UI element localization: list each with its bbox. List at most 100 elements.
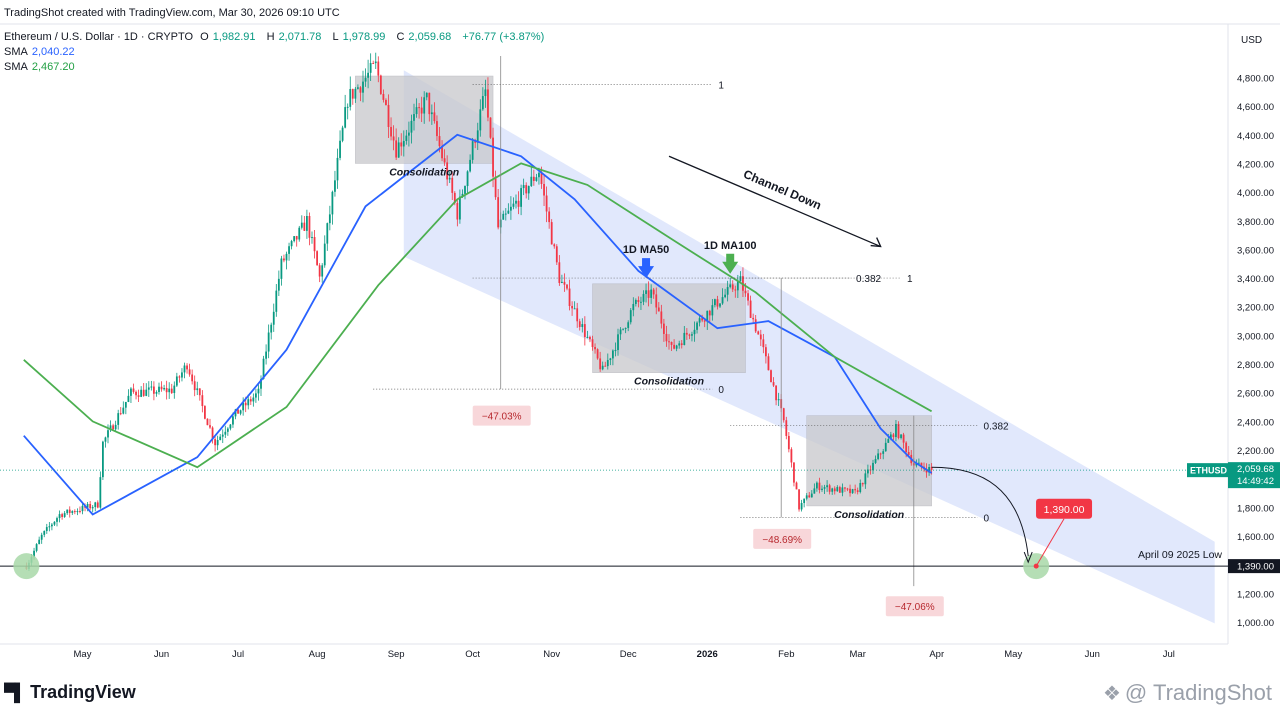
candle-body (481, 96, 484, 110)
fib-level-label: 1 (718, 81, 724, 92)
candle-body (79, 511, 81, 513)
y-tick-label: 1,200.00 (1237, 589, 1274, 600)
candle-body (385, 99, 387, 105)
candle-body (107, 430, 109, 438)
y-tick-label: 1,600.00 (1237, 532, 1274, 543)
candle-body (178, 376, 181, 378)
candle-body (155, 391, 158, 394)
target-price-tag (1228, 559, 1280, 574)
candle-body (216, 439, 219, 446)
candle-body (94, 502, 97, 508)
candle-body (255, 393, 257, 398)
last-price-tag (1228, 462, 1280, 489)
candle-body (520, 188, 522, 207)
candle-body (670, 341, 673, 345)
candle-body (262, 358, 265, 380)
candle-body (759, 334, 762, 340)
candle-body (344, 107, 347, 128)
change-value: +76.77 (+3.87%) (462, 31, 545, 43)
candle-body (594, 347, 596, 350)
channel-direction-arrow (668, 155, 881, 248)
candle-body (612, 350, 614, 359)
price-axis-pane[interactable] (1228, 24, 1280, 644)
candle-body (831, 488, 834, 492)
y-tick-label: 4,200.00 (1237, 159, 1274, 170)
chart-credit: TradingShot created with TradingView.com… (4, 7, 340, 19)
candle-body (642, 293, 645, 302)
candle-body (362, 81, 364, 93)
candle-body (181, 372, 183, 378)
candle-body (147, 387, 150, 390)
candle-body (920, 462, 923, 467)
april-low-label: April 09 2025 Low (1138, 549, 1222, 561)
channel-arrowhead (870, 237, 882, 248)
candle-body (158, 386, 160, 392)
candle-body (298, 227, 301, 240)
candle-body (706, 310, 709, 322)
candle-body (548, 211, 551, 223)
candle-body (716, 299, 719, 307)
candle-body (777, 399, 780, 401)
candle-body (244, 402, 247, 406)
candle-body (874, 459, 877, 463)
sma-legend-1[interactable]: SMA 2,040.22 (4, 46, 75, 58)
candle-body (466, 171, 469, 187)
candle-body (198, 388, 201, 396)
candle-body (504, 213, 507, 215)
candle-body (464, 186, 466, 194)
candle-body (438, 136, 441, 147)
candle-body (525, 185, 528, 194)
candle-body (701, 318, 704, 321)
candle-body (762, 339, 765, 348)
candle-body (698, 318, 701, 323)
candle-body (754, 319, 757, 332)
candle-body (772, 382, 775, 386)
candle-body (515, 200, 517, 204)
candle-body (675, 345, 678, 349)
candle-body (130, 388, 132, 396)
candle-body (581, 324, 584, 328)
target-connector (1035, 518, 1065, 567)
ticker-label: ETHUSD (1190, 466, 1228, 476)
sma-legend-2[interactable]: SMA 2,467.20 (4, 61, 75, 73)
candle-body (331, 191, 334, 215)
candle-body (175, 376, 178, 386)
candle-body (204, 406, 206, 419)
candle-body (390, 126, 392, 137)
candle-body (209, 425, 211, 428)
candle-body (527, 186, 530, 194)
candle-body (206, 418, 209, 426)
candle-body (685, 332, 688, 335)
x-tick-label: 2026 (697, 649, 718, 660)
y-tick-label: 1,800.00 (1237, 503, 1274, 514)
y-tick-label: 2,400.00 (1237, 417, 1274, 428)
1d-ma50-line[interactable] (23, 133, 933, 516)
candle-body (810, 493, 813, 498)
symbol-title[interactable]: Ethereum / U.S. Dollar · 1D · CRYPTO (4, 31, 194, 43)
candle-body (892, 434, 895, 438)
candle-body (879, 453, 882, 455)
candle-body (374, 61, 377, 64)
target-price-axis-label: 1,390.00 (1237, 562, 1274, 573)
drop-label-box (753, 528, 812, 549)
candle-body (614, 350, 617, 352)
candle-body (918, 462, 920, 464)
drop-percent-label: −48.69% (762, 535, 802, 546)
candle-body (558, 262, 561, 283)
candle-body (89, 503, 92, 509)
candle-body (790, 449, 793, 463)
y-tick-label: 4,600.00 (1237, 102, 1274, 113)
ma50-arrow-icon (638, 258, 655, 279)
candle-body (663, 323, 665, 334)
tradingview-logo[interactable]: ▀▌ TradingView (4, 682, 136, 702)
candle-body (456, 202, 459, 220)
candle-body (265, 351, 267, 359)
candle-body (928, 467, 930, 473)
1d-ma100-line[interactable] (23, 162, 933, 469)
ma100-arrow-icon (722, 253, 739, 274)
candle-body (270, 324, 273, 333)
candle-body (43, 530, 46, 535)
fib-level-label: 0 (984, 513, 990, 524)
candle-body (813, 488, 816, 494)
